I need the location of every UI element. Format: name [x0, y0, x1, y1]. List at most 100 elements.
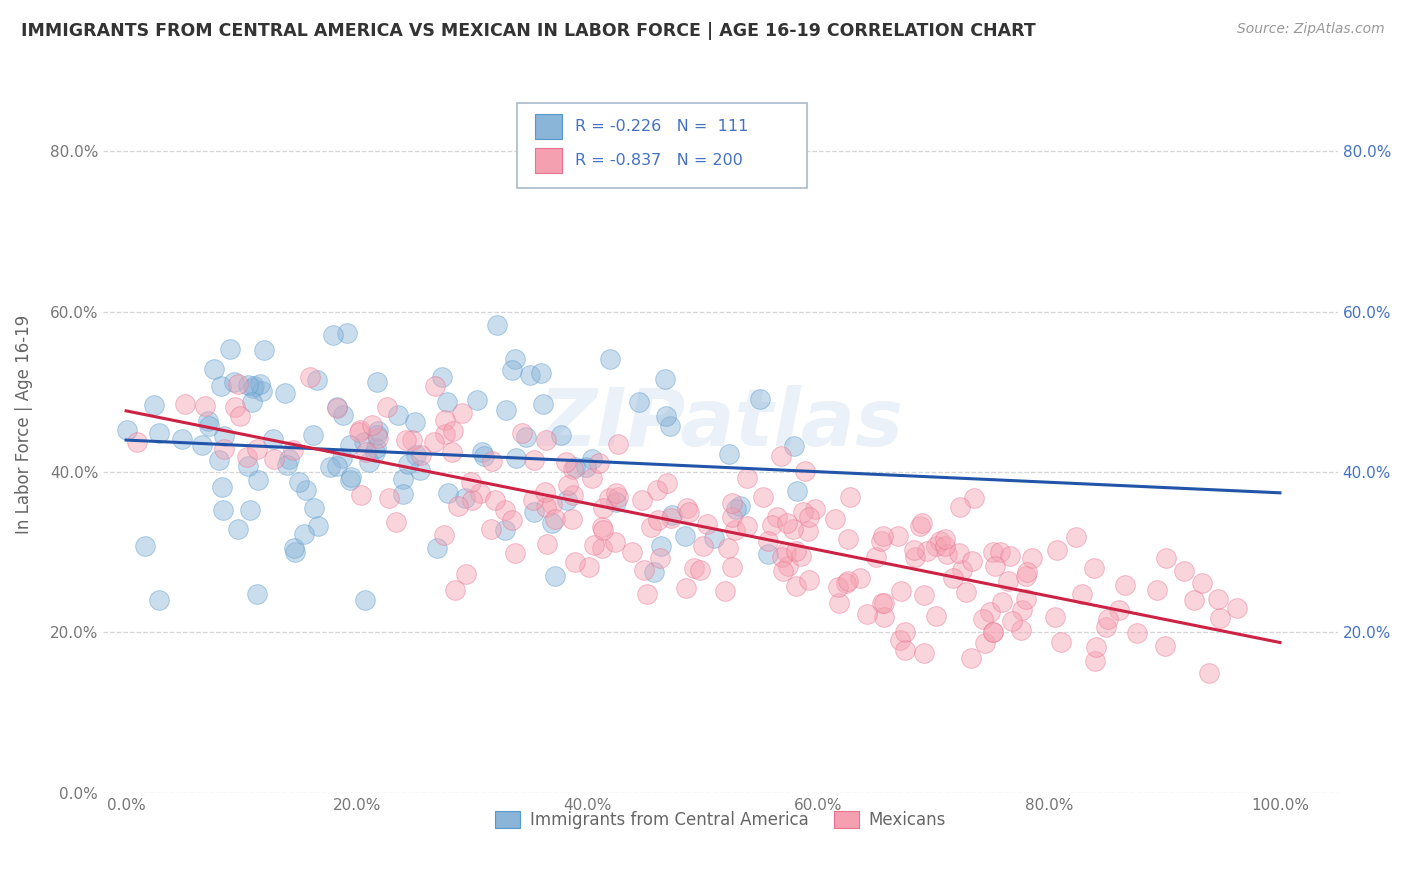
Point [856, 607, 879, 622]
Point [307, 519, 329, 533]
Point [599, 352, 621, 367]
Text: Source: ZipAtlas.com: Source: ZipAtlas.com [1237, 22, 1385, 37]
Point [894, 642, 917, 657]
Point [581, 452, 603, 467]
Point [460, 475, 482, 489]
Point [605, 485, 627, 500]
Point [242, 381, 264, 395]
Point [1173, 564, 1195, 578]
Point [209, 379, 232, 393]
Point [657, 475, 679, 490]
Point [628, 394, 651, 409]
Point [1085, 640, 1108, 655]
Point [330, 450, 353, 465]
Point [647, 513, 669, 527]
Point [531, 397, 554, 411]
Point [148, 426, 170, 441]
Point [1114, 578, 1136, 592]
Point [648, 551, 671, 566]
Point [211, 480, 233, 494]
Point [472, 449, 495, 463]
Point [349, 423, 371, 437]
Point [503, 546, 526, 560]
Point [782, 522, 804, 536]
Point [354, 445, 377, 459]
Point [598, 491, 620, 505]
Point [790, 549, 813, 564]
Point [890, 584, 912, 599]
Point [326, 401, 349, 416]
Point [541, 516, 564, 530]
Point [914, 588, 936, 602]
Point [134, 539, 156, 553]
Point [249, 376, 271, 391]
Legend: Immigrants from Central America, Mexicans: Immigrants from Central America, Mexican… [488, 805, 952, 836]
Point [1084, 654, 1107, 668]
Point [620, 545, 643, 559]
Point [804, 502, 827, 516]
Point [769, 449, 792, 463]
Point [276, 458, 298, 472]
Point [523, 505, 546, 519]
Point [522, 492, 544, 507]
Point [250, 384, 273, 398]
Point [583, 538, 606, 552]
Point [1208, 592, 1230, 607]
Point [401, 434, 423, 448]
Point [367, 431, 389, 445]
Point [942, 571, 965, 585]
Point [148, 593, 170, 607]
Point [865, 550, 887, 565]
Point [541, 498, 564, 512]
Point [633, 563, 655, 577]
Text: R = -0.226   N =  111: R = -0.226 N = 111 [575, 120, 748, 134]
Point [735, 471, 758, 485]
Point [197, 418, 219, 433]
Point [720, 510, 742, 524]
Point [1146, 582, 1168, 597]
Point [785, 579, 807, 593]
Point [934, 539, 956, 553]
Point [465, 392, 488, 407]
Point [534, 484, 557, 499]
Point [437, 485, 460, 500]
Bar [536, 114, 562, 139]
Point [786, 483, 808, 498]
Point [212, 442, 235, 457]
Point [748, 392, 770, 407]
Point [675, 501, 697, 516]
Point [928, 533, 950, 548]
Point [766, 509, 789, 524]
Point [797, 573, 820, 587]
Point [915, 543, 938, 558]
Point [776, 558, 799, 573]
Point [935, 547, 957, 561]
Point [873, 596, 896, 610]
Point [242, 379, 264, 393]
Point [226, 377, 249, 392]
Point [127, 434, 149, 449]
Point [494, 502, 516, 516]
Point [835, 576, 858, 591]
Point [454, 567, 477, 582]
Point [1017, 566, 1039, 580]
Bar [536, 148, 562, 173]
Point [650, 539, 672, 553]
Point [718, 447, 741, 461]
Point [775, 545, 797, 559]
Point [423, 379, 446, 393]
Point [409, 463, 432, 477]
Point [903, 543, 925, 558]
Point [797, 524, 820, 539]
Point [262, 432, 284, 446]
Point [302, 427, 325, 442]
Point [543, 512, 565, 526]
Point [228, 522, 250, 536]
Text: IMMIGRANTS FROM CENTRAL AMERICA VS MEXICAN IN LABOR FORCE | AGE 16-19 CORRELATIO: IMMIGRANTS FROM CENTRAL AMERICA VS MEXIC… [21, 22, 1036, 40]
Point [512, 426, 534, 441]
Point [471, 445, 494, 459]
Point [894, 624, 917, 639]
Point [481, 453, 503, 467]
Point [703, 531, 725, 545]
Point [224, 400, 246, 414]
